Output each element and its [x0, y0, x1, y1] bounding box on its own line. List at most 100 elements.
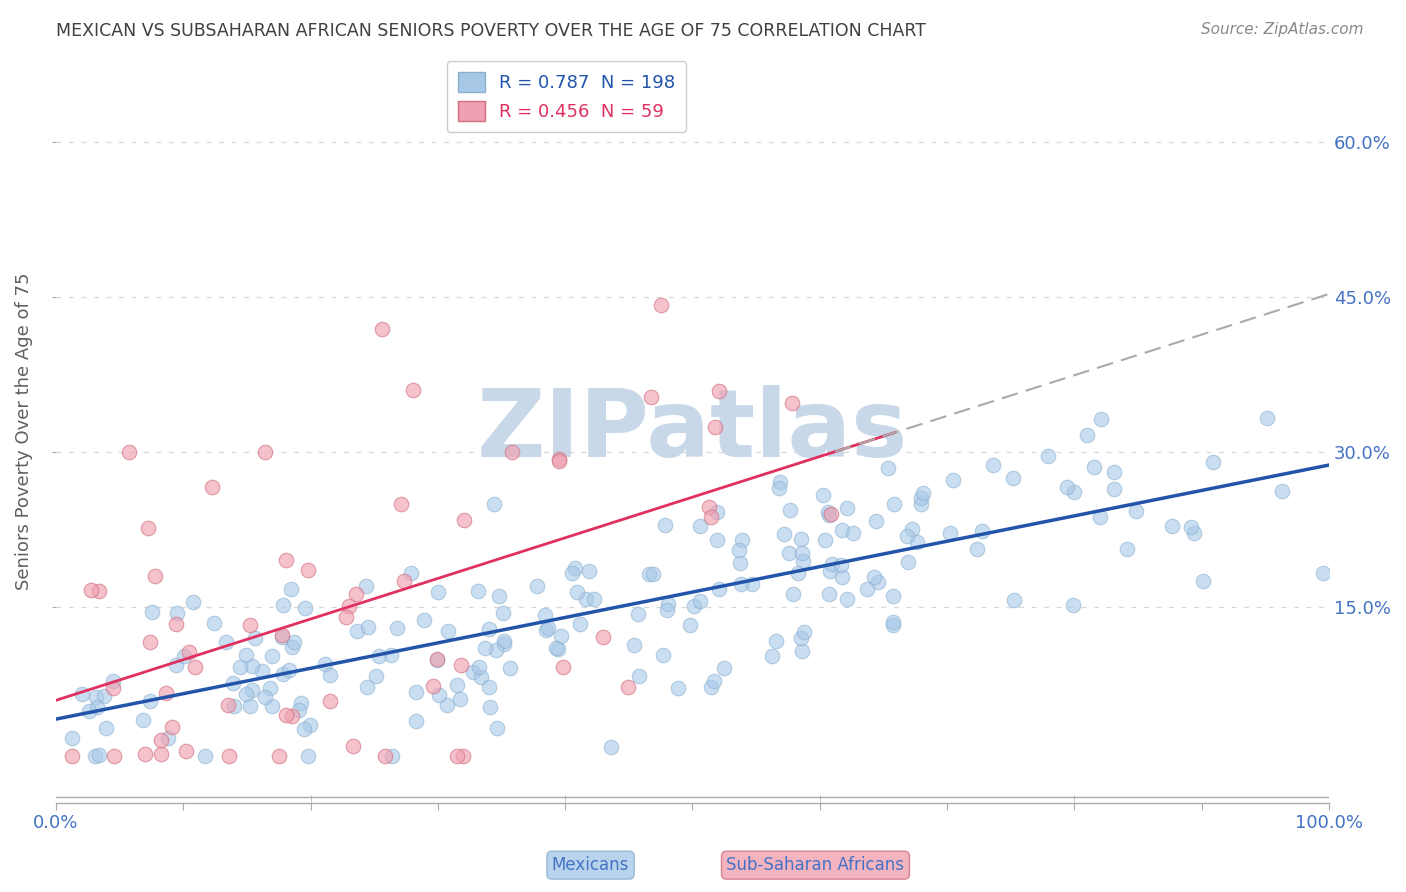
Point	[772, 527, 794, 541]
Point	[548, 454, 571, 468]
Point	[184, 659, 207, 673]
Point	[141, 605, 163, 619]
Point	[1002, 471, 1025, 485]
Point	[103, 673, 125, 688]
Point	[820, 507, 842, 521]
Point	[93, 690, 115, 704]
Point	[707, 384, 730, 399]
Point	[394, 574, 416, 589]
Point	[835, 592, 858, 607]
Point	[427, 585, 450, 599]
Point	[173, 648, 195, 663]
Point	[165, 617, 187, 632]
Point	[467, 660, 489, 674]
Point	[972, 524, 994, 538]
Point	[344, 587, 367, 601]
Point	[863, 569, 886, 583]
Point	[478, 680, 501, 694]
Point	[446, 749, 468, 764]
Point	[453, 513, 475, 527]
Point	[818, 565, 841, 579]
Point	[87, 748, 110, 763]
Point	[689, 518, 711, 533]
Point	[239, 698, 262, 713]
Point	[254, 445, 277, 459]
Point	[553, 659, 575, 673]
Point	[706, 533, 728, 547]
Point	[1256, 411, 1278, 425]
Point	[139, 634, 162, 648]
Point	[374, 749, 396, 764]
Point	[650, 298, 672, 312]
Point	[467, 584, 489, 599]
Point	[149, 747, 172, 762]
Point	[292, 723, 315, 737]
Point	[101, 681, 124, 695]
Point	[84, 690, 107, 705]
Point	[155, 686, 177, 700]
Point	[356, 680, 378, 694]
Point	[679, 618, 702, 632]
Point	[592, 630, 614, 644]
Point	[499, 661, 522, 675]
Point	[449, 691, 471, 706]
Point	[426, 652, 449, 666]
Point	[391, 497, 413, 511]
Point	[713, 660, 735, 674]
Point	[277, 663, 299, 677]
Point	[550, 629, 572, 643]
Point	[484, 497, 506, 511]
Point	[83, 749, 105, 764]
Point	[319, 694, 342, 708]
Point	[855, 582, 877, 596]
Point	[354, 579, 377, 593]
Point	[194, 749, 217, 764]
Point	[792, 554, 814, 568]
Point	[792, 546, 814, 560]
Point	[319, 668, 342, 682]
Point	[640, 390, 662, 404]
Point	[274, 708, 297, 723]
Point	[627, 607, 650, 621]
Point	[470, 670, 492, 684]
Point	[780, 396, 803, 410]
Point	[271, 628, 294, 642]
Point	[60, 731, 83, 745]
Text: Source: ZipAtlas.com: Source: ZipAtlas.com	[1201, 22, 1364, 37]
Point	[981, 458, 1004, 472]
Point	[740, 577, 762, 591]
Point	[731, 533, 754, 547]
Point	[616, 681, 638, 695]
Point	[346, 624, 368, 638]
Point	[478, 623, 501, 637]
Point	[274, 552, 297, 566]
Point	[905, 535, 928, 549]
Point	[283, 635, 305, 649]
Point	[683, 599, 706, 614]
Point	[60, 749, 83, 764]
Point	[1312, 566, 1334, 580]
Point	[655, 603, 678, 617]
Point	[706, 505, 728, 519]
Point	[1083, 459, 1105, 474]
Point	[271, 598, 294, 612]
Point	[357, 620, 380, 634]
Point	[145, 569, 167, 583]
Point	[942, 473, 965, 487]
Point	[769, 475, 792, 489]
Point	[842, 526, 865, 541]
Point	[1056, 480, 1078, 494]
Point	[561, 566, 583, 581]
Point	[259, 681, 281, 695]
Point	[201, 480, 224, 494]
Point	[297, 749, 319, 764]
Point	[703, 673, 725, 688]
Point	[768, 481, 790, 495]
Point	[162, 719, 184, 733]
Text: MEXICAN VS SUBSAHARAN AFRICAN SENIORS POVERTY OVER THE AGE OF 75 CORRELATION CHA: MEXICAN VS SUBSAHARAN AFRICAN SENIORS PO…	[56, 22, 927, 40]
Point	[335, 610, 357, 624]
Point	[814, 533, 837, 547]
Point	[242, 682, 264, 697]
Point	[912, 486, 935, 500]
Point	[342, 739, 364, 753]
